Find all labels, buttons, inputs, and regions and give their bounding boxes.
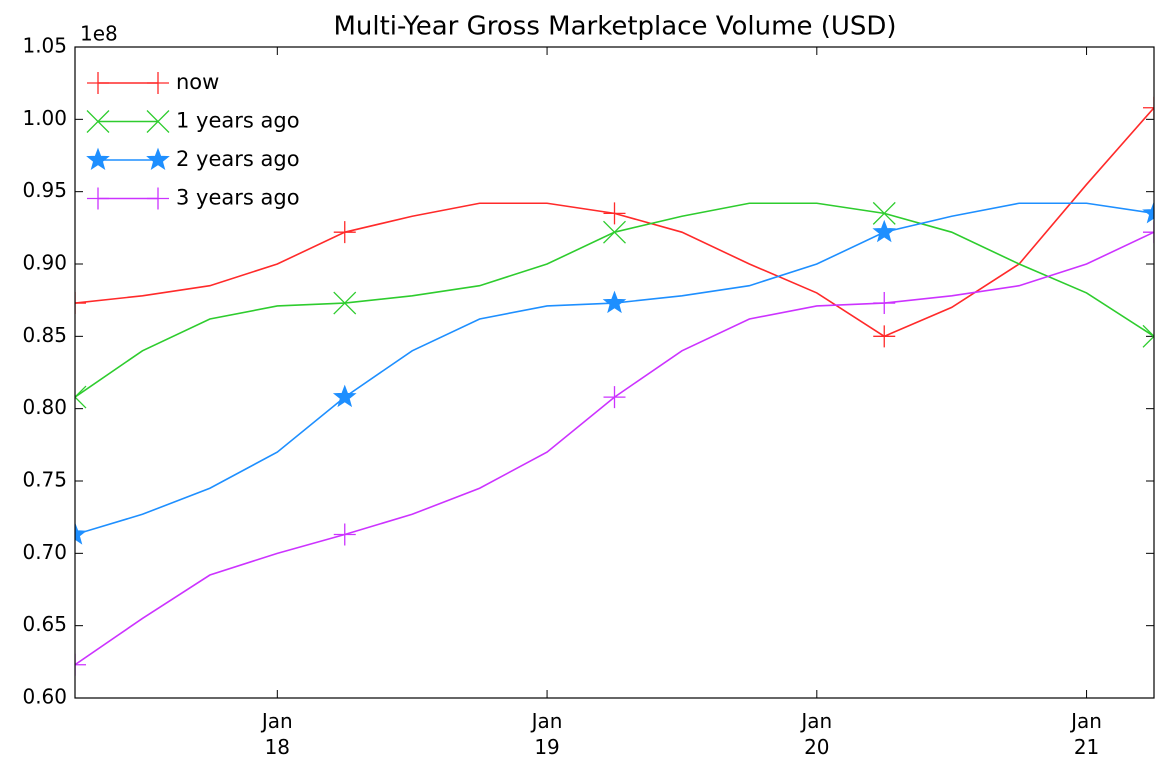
- legend-marker: [146, 147, 170, 171]
- series-marker: [75, 653, 86, 676]
- y-tick-label: 1.00: [22, 106, 67, 130]
- y-tick-label: 0.65: [22, 612, 67, 636]
- series-marker: [333, 221, 356, 244]
- legend-marker: [147, 187, 169, 210]
- y-tick-label: 0.85: [22, 323, 67, 347]
- series-marker: [603, 220, 626, 244]
- series-marker: [75, 292, 86, 315]
- series-marker: [1142, 324, 1154, 348]
- legend-label: 3 years ago: [176, 186, 300, 210]
- series-marker: [603, 386, 626, 409]
- legend-label: now: [176, 70, 219, 94]
- series-marker: [603, 202, 626, 225]
- series-marker: [872, 201, 896, 225]
- x-tick-label: Jan 18: [260, 709, 293, 759]
- legend-marker: [86, 110, 110, 133]
- series-marker: [75, 522, 87, 545]
- y-tick-label: 0.80: [22, 395, 67, 419]
- legend-label: 2 years ago: [176, 147, 300, 171]
- legend-label: 1 years ago: [176, 109, 300, 133]
- series-marker: [1143, 96, 1154, 119]
- series-marker: [873, 325, 896, 348]
- x-tick-label: Jan 21: [1069, 709, 1102, 759]
- legend-marker: [86, 147, 110, 171]
- legend-marker: [87, 72, 109, 94]
- series-marker: [602, 290, 627, 314]
- series-marker: [75, 385, 87, 409]
- y-tick-label: 0.70: [22, 540, 67, 564]
- plot-frame: [74, 46, 1155, 699]
- y-tick-label: 1.05: [22, 34, 67, 58]
- series-marker: [333, 291, 357, 315]
- chart-title: Multi-Year Gross Marketplace Volume (USD…: [333, 12, 896, 42]
- legend-marker: [147, 72, 169, 94]
- y-tick-label: 0.90: [22, 251, 67, 275]
- plot-area: [75, 96, 1154, 676]
- x-tick-label: Jan 20: [799, 709, 832, 759]
- y-tick-label: 0.75: [22, 468, 67, 492]
- y-tick-label: 0.95: [22, 178, 67, 202]
- series-marker: [332, 384, 357, 408]
- legend-marker: [146, 110, 170, 133]
- legend-marker: [87, 187, 109, 210]
- series-marker: [333, 523, 356, 546]
- y-tick-label: 0.60: [22, 685, 67, 709]
- series-marker: [1142, 200, 1154, 224]
- x-tick-label: Jan 19: [530, 709, 563, 759]
- series-marker: [872, 219, 897, 243]
- series-marker: [1143, 221, 1154, 244]
- y-offset-label: 1e8: [80, 22, 118, 46]
- series-marker: [873, 292, 896, 315]
